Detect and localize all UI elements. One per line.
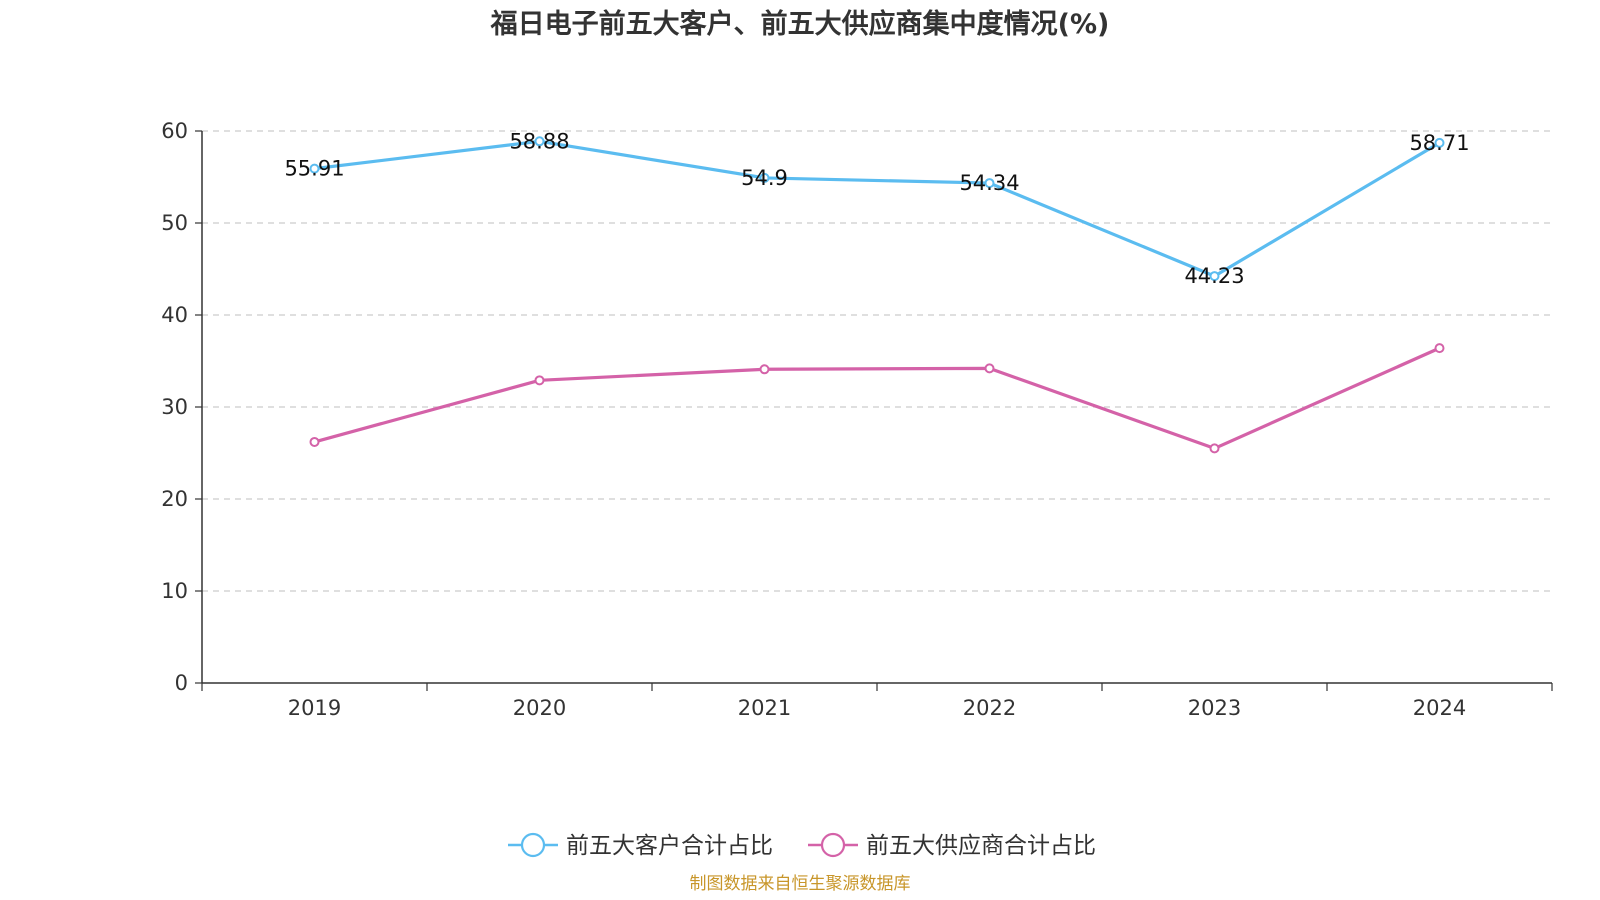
data-point	[759, 172, 770, 183]
data-point	[309, 163, 320, 174]
y-tick-label: 10	[161, 579, 188, 603]
y-tick-label: 20	[161, 487, 188, 511]
legend-marker	[820, 832, 846, 858]
legend-item-2[interactable]: 前五大供应商合计占比	[808, 832, 1096, 859]
series-line-2	[314, 346, 1441, 450]
legend-marker	[520, 832, 546, 858]
x-tick-label: 2022	[963, 696, 1016, 720]
data-point	[1434, 343, 1445, 354]
legend[interactable]: 前五大客户合计占比 前五大供应商合计占比	[508, 832, 1096, 859]
data-point	[984, 178, 995, 189]
data-label: 44.23	[1184, 264, 1244, 288]
data-label: 54.34	[959, 171, 1019, 195]
data-point	[1209, 443, 1220, 454]
x-tick-label: 2024	[1413, 696, 1466, 720]
series-layer	[309, 136, 1445, 454]
legend-item-1[interactable]: 前五大客户合计占比	[508, 832, 773, 859]
axes: 0 10 20 30 40 50 60 2019 2020 2021 2022 2023 2024	[161, 119, 1553, 720]
data-point	[309, 436, 320, 447]
x-tick-label: 2023	[1188, 696, 1241, 720]
x-tick-label: 2019	[288, 696, 341, 720]
data-point	[1209, 271, 1220, 282]
data-label: 58.88	[509, 129, 569, 153]
data-labels: 55.91 58.88 54.9 54.34 44.23 58.71	[284, 129, 1469, 288]
y-tick-label: 40	[161, 303, 188, 327]
x-tick-label: 2021	[738, 696, 791, 720]
y-tick-label: 50	[161, 211, 188, 235]
data-point	[1434, 137, 1445, 148]
data-point	[984, 363, 995, 374]
chart-title: 福日电子前五大客户、前五大供应商集中度情况(%)	[490, 8, 1110, 40]
data-point	[759, 364, 770, 375]
data-label: 55.91	[284, 157, 344, 181]
y-tick-label: 0	[175, 671, 188, 695]
legend-label: 前五大供应商合计占比	[866, 833, 1096, 859]
data-label: 54.9	[741, 166, 788, 190]
y-tick-label: 30	[161, 395, 188, 419]
y-tick-label: 60	[161, 119, 188, 143]
grid-lines	[202, 130, 1552, 592]
data-point	[534, 375, 545, 386]
data-point	[534, 136, 545, 147]
data-label: 58.71	[1409, 131, 1469, 155]
source-note: 制图数据来自恒生聚源数据库	[690, 874, 911, 894]
x-tick-label: 2020	[513, 696, 566, 720]
series-line-1	[314, 139, 1441, 278]
legend-label: 前五大客户合计占比	[566, 833, 773, 859]
